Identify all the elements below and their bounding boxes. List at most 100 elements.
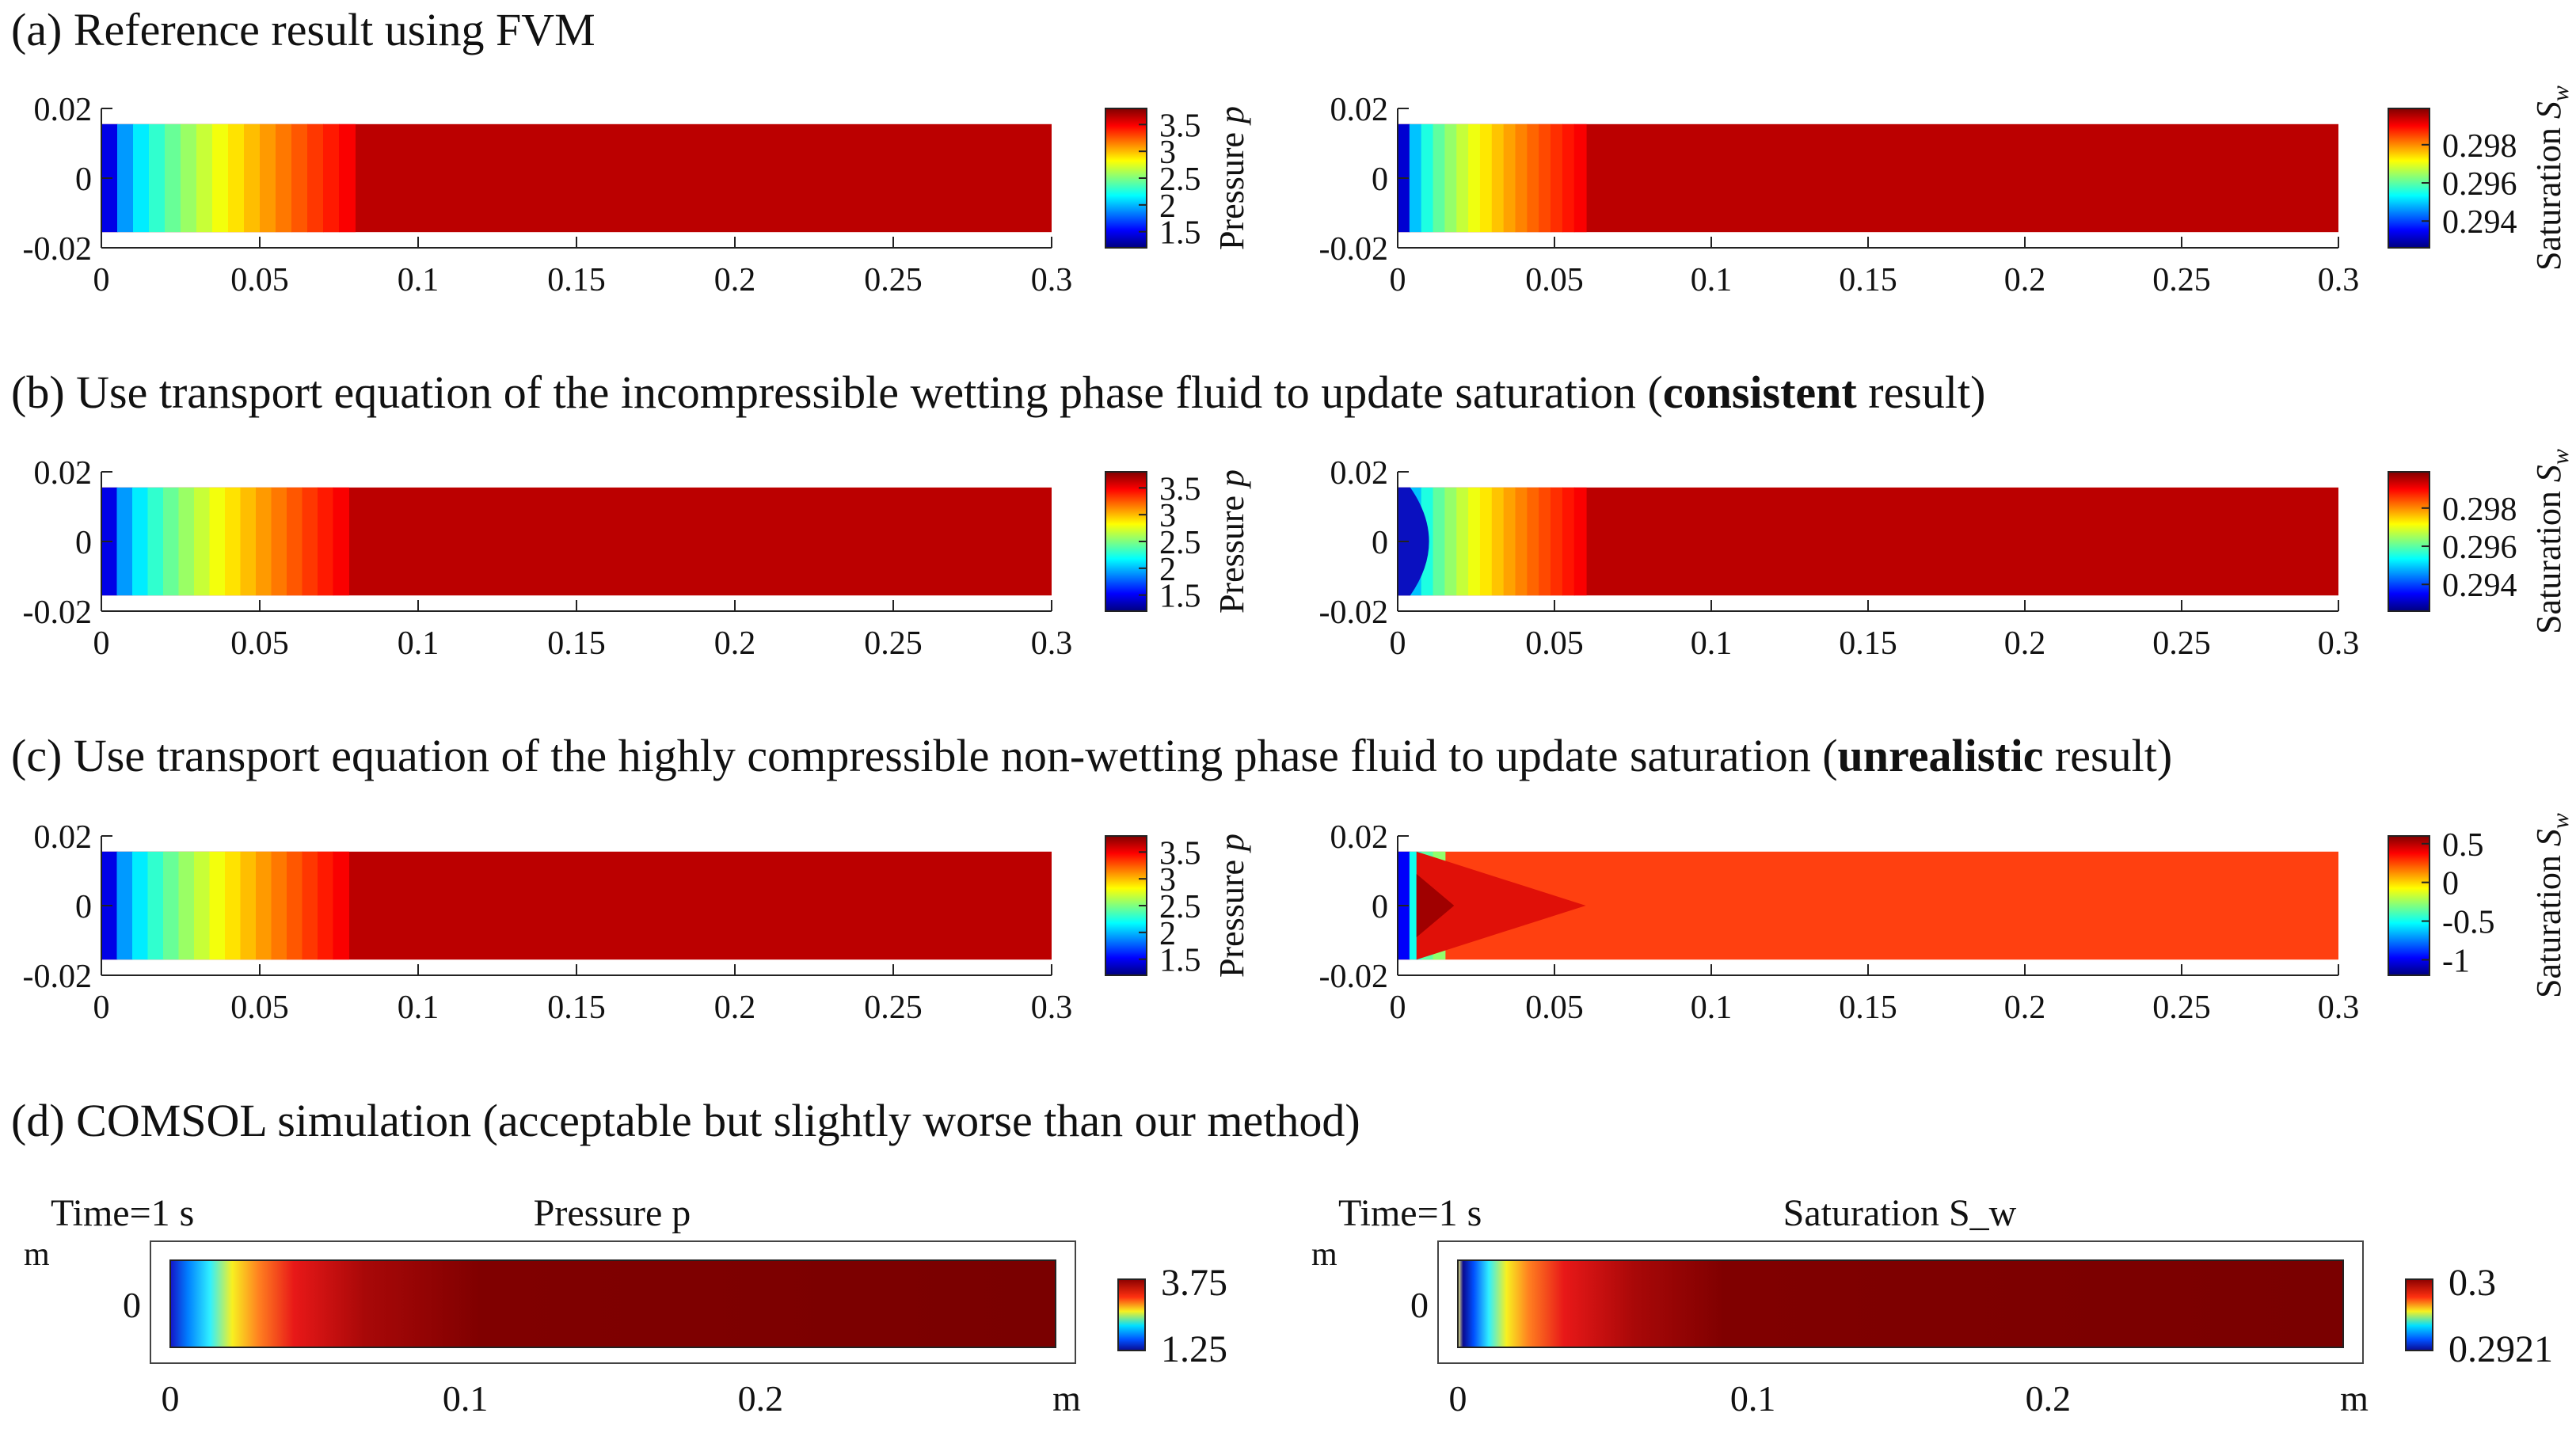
y-tick-label: 0 [75, 889, 92, 925]
colorbar-label-var: S [2529, 101, 2568, 119]
y-unit: m [1311, 1237, 1337, 1273]
y-unit: m [24, 1237, 50, 1273]
field-band [212, 123, 229, 233]
field-band [1491, 487, 1505, 596]
x-tick-label: 0.25 [2152, 625, 2211, 662]
field-band [339, 123, 356, 233]
x-tick-label: 0.2 [2004, 990, 2046, 1026]
x-tick-label: 0.3 [1031, 262, 1073, 298]
y-tick-label: 0 [1372, 889, 1388, 925]
colorbar-min-label: 1.25 [1161, 1328, 1227, 1370]
colorbar-label: Saturation Sw [2529, 449, 2574, 634]
field-band [1491, 123, 1505, 233]
colorbar-tick-label: 0.296 [2442, 530, 2517, 566]
x-tick-label: 0.1 [398, 625, 439, 662]
colorbar-tick-label: 3.5 [1159, 471, 1201, 507]
colorbar-label-text: Saturation [2529, 119, 2568, 271]
colorbar-label-text: Saturation [2529, 482, 2568, 634]
x-tick-label: 0.3 [1031, 990, 1073, 1026]
colorbar-label-text: Pressure [1212, 851, 1251, 978]
x-tick-label: 0.15 [1839, 990, 1897, 1026]
colorbar: 3.532.521.5 Pressure p [1105, 106, 1251, 252]
colorbar-tick-label: 1.5 [1159, 579, 1201, 615]
colorbar-tick-label: 0.294 [2442, 568, 2517, 604]
colorbar-tick-label: 3.5 [1159, 835, 1201, 872]
field-band [1551, 487, 1563, 596]
field-band [1503, 487, 1516, 596]
x-tick-label: 0 [93, 990, 110, 1026]
colorbar-label-sub: w [2547, 85, 2574, 101]
panel-d-title-text: (d) COMSOL simulation (acceptable but sl… [11, 1095, 1360, 1146]
field-fill [101, 487, 1052, 596]
colorbar-scale [1117, 1278, 1146, 1351]
x-tick-label: 0.05 [230, 990, 289, 1026]
x-tick-label: 0.1 [398, 990, 439, 1026]
field-band [209, 851, 226, 960]
colorbar-label-var: p [1212, 469, 1251, 489]
saturation-dip [1398, 487, 1429, 596]
field-band [1444, 123, 1458, 233]
field-band [1527, 487, 1540, 596]
field-band [1562, 123, 1575, 233]
field-band [1573, 487, 1587, 596]
x-tick-label: 0 [93, 625, 110, 662]
field-band [1456, 487, 1470, 596]
x-tick-label: 0.2 [2004, 262, 2046, 298]
field-band [196, 123, 213, 233]
field-band [225, 851, 242, 960]
panel-b-title-text: (b) Use transport equation of the incomp… [11, 367, 1663, 418]
title: Pressure p [534, 1192, 691, 1234]
x-tick-label: 0.1 [398, 262, 439, 298]
colorbar-max-label: 3.75 [1161, 1262, 1227, 1304]
panel-d-title: (d) COMSOL simulation (acceptable but sl… [11, 1094, 1360, 1147]
field-band [333, 487, 349, 596]
colorbar-scale [2388, 108, 2430, 249]
x-tick-label: 0.3 [2318, 625, 2360, 662]
field-band [133, 123, 150, 233]
y-tick-label: 0 [1372, 161, 1388, 198]
panel-c-title-suffix: result) [2043, 730, 2173, 781]
y-tick-label: -0.02 [23, 231, 93, 268]
y-tick-label: 0 [75, 525, 92, 561]
field-band [271, 851, 287, 960]
colorbar-label-var: S [2529, 829, 2568, 846]
colorbar-tick-label: 2 [1159, 188, 1176, 225]
field-band [244, 123, 261, 233]
x-tick-label: 0 [1390, 262, 1406, 298]
field-band [307, 123, 324, 233]
x-tick-label: 0.05 [1525, 990, 1584, 1026]
field-fill [101, 851, 1052, 960]
field-fill [1398, 487, 2338, 596]
saturation-core [1416, 874, 1455, 937]
panel-c-title-bold: unrealistic [1837, 730, 2044, 781]
colorbar-label-var: S [2529, 465, 2568, 482]
y-tick-label: 0.02 [34, 455, 93, 492]
x-tick-label: 0.3 [1031, 625, 1073, 662]
field-band [1444, 487, 1458, 596]
field-band [116, 487, 133, 596]
colorbar: 3.532.521.5 Pressure p [1105, 834, 1251, 979]
colorbar-tick-label: -1 [2442, 943, 2470, 979]
field-band [1562, 487, 1575, 596]
x-tick-label: 0 [1390, 990, 1406, 1026]
colorbar-label-var: p [1212, 106, 1251, 126]
colorbar-tick-label: 0.5 [2442, 827, 2484, 864]
field-band [116, 851, 133, 960]
colorbar: 0.50-0.5-1 Saturation Sw [2388, 813, 2574, 998]
x-tick-label: 0.1 [1691, 625, 1733, 662]
field-band [1468, 487, 1481, 596]
colorbar-label: Saturation Sw [2529, 85, 2574, 271]
field-band [1456, 123, 1470, 233]
field-fill [169, 1259, 1056, 1348]
panel-a-saturation: 0 0.05 0.1 0.15 0.2 0.25 0.30.020-0.020.2980.2… [1319, 85, 2574, 298]
colorbar-label-text: Pressure [1212, 487, 1251, 614]
panel-b-pressure: 0 0.05 0.1 0.15 0.2 0.25 0.30.020-0.023.532.52… [23, 455, 1252, 662]
x-tick-label: 0.1 [443, 1378, 489, 1419]
panel-b-saturation: 0 0.05 0.1 0.15 0.2 0.25 0.30.020-0.020.2980.2… [1319, 449, 2574, 662]
field-band [1409, 123, 1422, 233]
colorbar-label-var: p [1212, 834, 1251, 853]
colorbar-tick-label: -0.5 [2442, 905, 2495, 941]
field-band [287, 487, 303, 596]
field-band [1573, 123, 1587, 233]
